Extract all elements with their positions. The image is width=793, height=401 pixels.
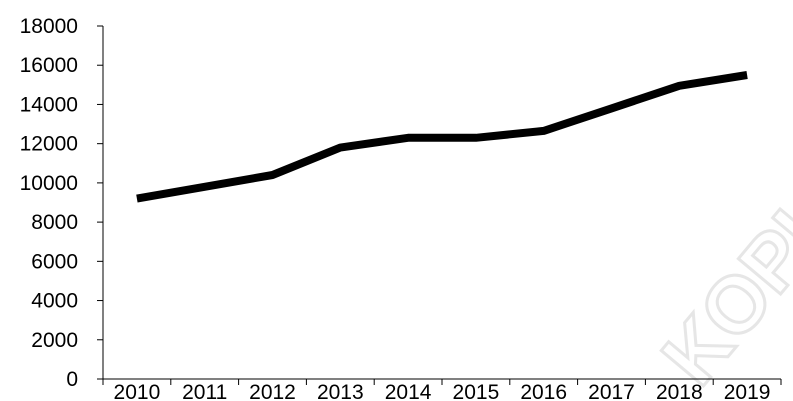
- y-tick-label: 4000: [31, 290, 78, 313]
- x-tick-label: 2013: [317, 381, 364, 401]
- y-tick-label: 14000: [20, 93, 78, 116]
- y-tick-label: 18000: [20, 15, 78, 38]
- x-tick-label: 2010: [114, 381, 161, 401]
- y-axis-ticks: 0 2000 4000 6000 8000 10000 12000 14000 16000 180…: [20, 15, 103, 391]
- x-tick-label: 2018: [656, 381, 703, 401]
- x-tick-label: 2016: [520, 381, 567, 401]
- y-tick-label: 0: [66, 368, 78, 391]
- x-tick-label: 2011: [182, 381, 227, 401]
- x-tick-label: 2017: [588, 381, 635, 401]
- y-tick-label: 8000: [31, 211, 78, 234]
- x-tick-label: 2019: [724, 381, 771, 401]
- x-tick-label: 2015: [453, 381, 500, 401]
- y-tick-label: 12000: [20, 133, 78, 156]
- series-line: [136, 71, 748, 203]
- y-tick-label: 16000: [20, 54, 78, 77]
- y-tick-label: 10000: [20, 172, 78, 195]
- series-layer: [136, 71, 748, 203]
- x-axis-ticks: 2010 2011 2012 2013 2014 2015 2016 2017 2018 2019: [102, 379, 782, 401]
- y-tick-label: 2000: [31, 329, 78, 352]
- watermark: KOPI: [643, 192, 793, 401]
- y-tick-label: 6000: [31, 250, 78, 273]
- x-tick-label: 2012: [249, 381, 296, 401]
- x-tick-label: 2014: [385, 381, 432, 401]
- watermark-text: KOPI: [645, 194, 793, 401]
